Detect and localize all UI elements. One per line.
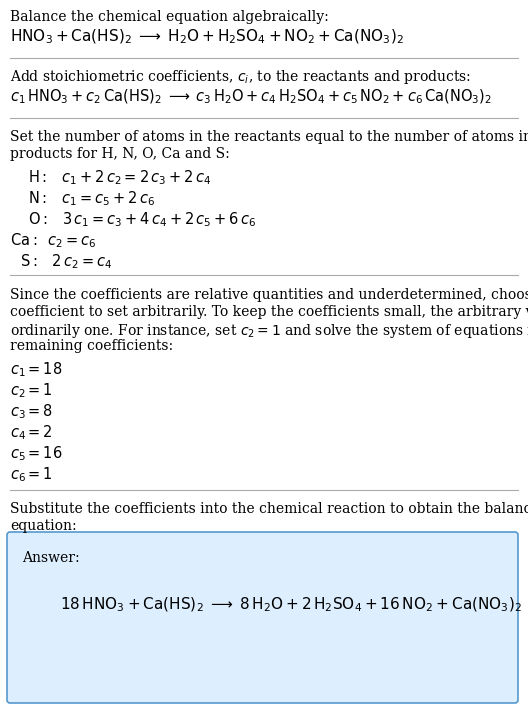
Text: $\mathrm{HNO_3 + Ca(HS)_2 \;{\longrightarrow}\; H_2O + H_2SO_4 + NO_2 + Ca(NO_3): $\mathrm{HNO_3 + Ca(HS)_2 \;{\longrighta…	[10, 28, 404, 47]
Text: equation:: equation:	[10, 519, 77, 533]
Text: remaining coefficients:: remaining coefficients:	[10, 339, 173, 353]
Text: $c_1 = 18$: $c_1 = 18$	[10, 360, 62, 378]
Text: Answer:: Answer:	[22, 551, 80, 565]
Text: $\mathrm{N:}\;\;\; c_1 = c_5 + 2\,c_6$: $\mathrm{N:}\;\;\; c_1 = c_5 + 2\,c_6$	[28, 189, 155, 208]
Text: $c_3 = 8$: $c_3 = 8$	[10, 402, 53, 421]
Text: $18\,\mathrm{HNO_3} + \mathrm{Ca(HS)_2} \;{\longrightarrow}\; 8\,\mathrm{H_2O} +: $18\,\mathrm{HNO_3} + \mathrm{Ca(HS)_2} …	[60, 596, 522, 615]
FancyBboxPatch shape	[7, 532, 518, 703]
Text: ordinarily one. For instance, set $c_2 = 1$ and solve the system of equations fo: ordinarily one. For instance, set $c_2 =…	[10, 322, 528, 340]
Text: $c_4 = 2$: $c_4 = 2$	[10, 423, 53, 442]
Text: $\mathrm{H:}\;\;\; c_1 + 2\,c_2 = 2\,c_3 + 2\,c_4$: $\mathrm{H:}\;\;\; c_1 + 2\,c_2 = 2\,c_3…	[28, 168, 211, 187]
Text: $\mathrm{S:}\;\;\; 2\,c_2 = c_4$: $\mathrm{S:}\;\;\; 2\,c_2 = c_4$	[20, 252, 112, 271]
Text: Since the coefficients are relative quantities and underdetermined, choose a: Since the coefficients are relative quan…	[10, 288, 528, 302]
Text: $c_1\,\mathrm{HNO_3} + c_2\,\mathrm{Ca(HS)_2} \;{\longrightarrow}\; c_3\,\mathrm: $c_1\,\mathrm{HNO_3} + c_2\,\mathrm{Ca(H…	[10, 88, 492, 106]
Text: Add stoichiometric coefficients, $c_i$, to the reactants and products:: Add stoichiometric coefficients, $c_i$, …	[10, 68, 471, 86]
Text: coefficient to set arbitrarily. To keep the coefficients small, the arbitrary va: coefficient to set arbitrarily. To keep …	[10, 305, 528, 319]
Text: $\mathrm{Ca:}\;\; c_2 = c_6$: $\mathrm{Ca:}\;\; c_2 = c_6$	[10, 231, 97, 250]
Text: Set the number of atoms in the reactants equal to the number of atoms in the: Set the number of atoms in the reactants…	[10, 130, 528, 144]
Text: $c_2 = 1$: $c_2 = 1$	[10, 381, 53, 400]
Text: products for H, N, O, Ca and S:: products for H, N, O, Ca and S:	[10, 147, 230, 161]
Text: Substitute the coefficients into the chemical reaction to obtain the balanced: Substitute the coefficients into the che…	[10, 502, 528, 516]
Text: $c_6 = 1$: $c_6 = 1$	[10, 465, 53, 484]
Text: Balance the chemical equation algebraically:: Balance the chemical equation algebraica…	[10, 10, 329, 24]
Text: $\mathrm{O:}\;\;\; 3\,c_1 = c_3 + 4\,c_4 + 2\,c_5 + 6\,c_6$: $\mathrm{O:}\;\;\; 3\,c_1 = c_3 + 4\,c_4…	[28, 210, 257, 229]
Text: $c_5 = 16$: $c_5 = 16$	[10, 444, 63, 462]
